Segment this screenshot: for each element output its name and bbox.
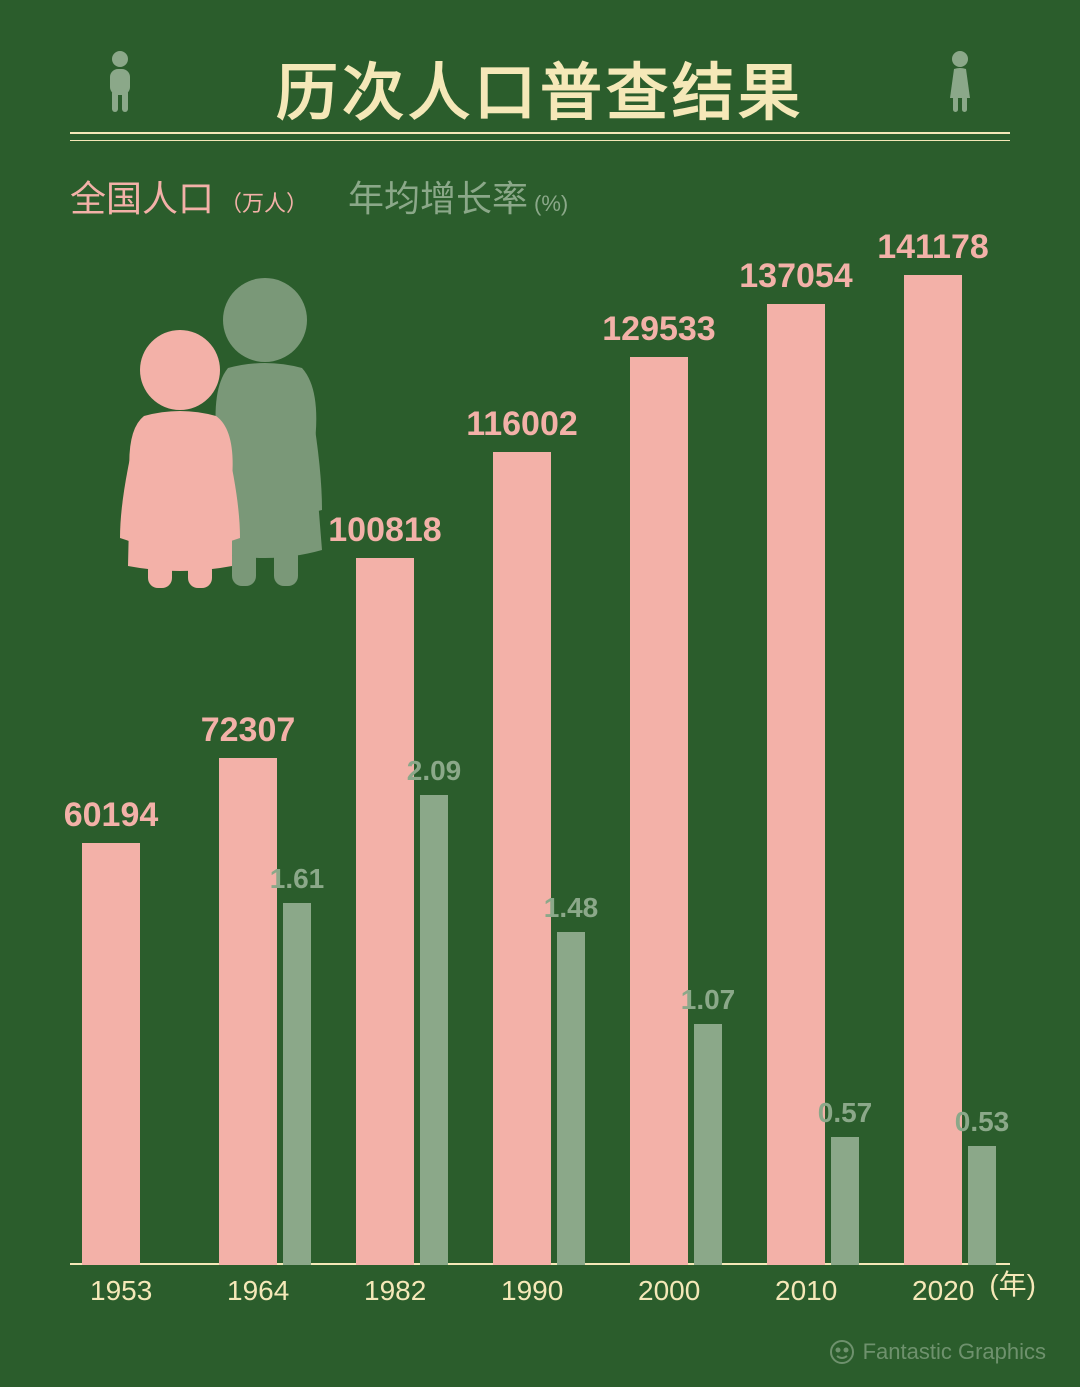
population-bar: 129533 (630, 357, 688, 1265)
growth-bar: 2.09 (420, 795, 448, 1265)
growth-value: 1.07 (681, 984, 736, 1016)
bar-group: 1295331.072000 (630, 357, 722, 1265)
growth-bar: 1.61 (283, 903, 311, 1265)
growth-value: 0.57 (818, 1097, 873, 1129)
bar-group: 1160021.481990 (493, 452, 585, 1265)
population-value: 100818 (328, 511, 441, 550)
year-label: 1964 (227, 1275, 289, 1307)
growth-bar: 1.07 (694, 1024, 722, 1265)
credit-text: Fantastic Graphics (863, 1339, 1046, 1365)
population-value: 60194 (64, 796, 159, 835)
population-bar: 137054 (767, 304, 825, 1265)
population-value: 72307 (201, 711, 296, 750)
growth-value: 2.09 (407, 755, 462, 787)
year-label: 2000 (638, 1275, 700, 1307)
population-bar: 72307 (219, 758, 277, 1265)
growth-bar: 0.57 (831, 1137, 859, 1265)
infographic-canvas: 历次人口普查结果 全国人口 （万人） 年均增长率 (%) (0, 0, 1080, 1387)
growth-value: 1.61 (270, 863, 325, 895)
page-title: 历次人口普查结果 (0, 42, 1080, 132)
bar-group: 1370540.572010 (767, 304, 859, 1265)
population-bar: 100818 (356, 558, 414, 1265)
title-rule-1 (70, 132, 1010, 134)
female-icon (944, 50, 976, 119)
population-bar: 60194 (82, 843, 140, 1265)
year-label: 1953 (90, 1275, 152, 1307)
year-label: 2020 (912, 1275, 974, 1307)
growth-bar: 0.53 (968, 1146, 996, 1265)
bar-group: 1411780.532020 (904, 275, 996, 1265)
population-bar: 141178 (904, 275, 962, 1265)
population-value: 129533 (602, 310, 715, 349)
x-axis-unit: (年) (989, 1263, 1036, 1303)
year-label: 1990 (501, 1275, 563, 1307)
title-rule-2 (70, 140, 1010, 141)
bar-group: 723071.611964 (219, 758, 311, 1265)
growth-value: 0.53 (955, 1106, 1010, 1138)
bar-group: 1008182.091982 (356, 558, 448, 1265)
growth-value: 1.48 (544, 892, 599, 924)
credit-icon (829, 1339, 855, 1365)
population-value: 116002 (466, 405, 578, 444)
population-value: 137054 (739, 257, 852, 296)
bar-group: 601941953 (82, 843, 140, 1265)
bar-chart: (年) 601941953723071.6119641008182.091982… (70, 195, 1010, 1309)
growth-bar: 1.48 (557, 932, 585, 1265)
population-value: 141178 (877, 228, 989, 267)
population-bar: 116002 (493, 452, 551, 1265)
year-label: 2010 (775, 1275, 837, 1307)
credit: Fantastic Graphics (829, 1339, 1046, 1365)
year-label: 1982 (364, 1275, 426, 1307)
title-text: 历次人口普查结果 (276, 59, 804, 128)
